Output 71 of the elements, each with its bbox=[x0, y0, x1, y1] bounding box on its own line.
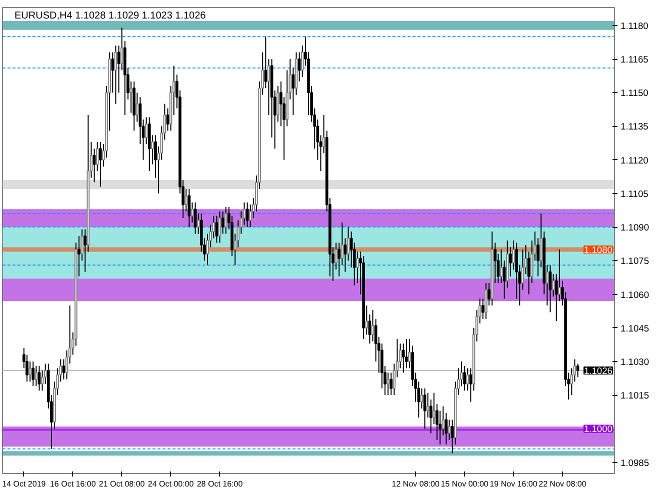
candlestick bbox=[552, 274, 555, 298]
candlestick bbox=[420, 388, 424, 410]
candlestick bbox=[500, 248, 503, 284]
candlestick bbox=[450, 419, 454, 454]
candlestick bbox=[402, 343, 405, 374]
candlestick bbox=[494, 242, 497, 284]
candlestick bbox=[371, 309, 374, 342]
y-tick-label: 1.1180 bbox=[620, 20, 648, 31]
candlestick bbox=[386, 372, 390, 396]
candlestick bbox=[246, 202, 249, 228]
candlestick bbox=[32, 360, 35, 387]
candlestick bbox=[558, 248, 561, 302]
candlestick bbox=[28, 360, 32, 382]
candlestick bbox=[469, 368, 472, 402]
x-tick-label: 22 Nov 08:00 bbox=[538, 480, 587, 488]
candlestick bbox=[390, 372, 393, 396]
x-tick-label: 24 Oct 00:00 bbox=[148, 480, 194, 488]
y-tick-label: 1.1135 bbox=[620, 122, 648, 132]
x-tick-label: 21 Oct 08:00 bbox=[98, 480, 146, 488]
ref-line-label: 1.1026 bbox=[584, 366, 612, 376]
candlestick bbox=[188, 188, 191, 228]
candlestick bbox=[292, 67, 295, 116]
y-tick-label: 1.1105 bbox=[620, 188, 648, 199]
candlestick bbox=[34, 365, 38, 387]
y-tick-label: 1.1120 bbox=[620, 155, 648, 166]
candlestick bbox=[264, 36, 268, 89]
candlestick bbox=[298, 52, 301, 82]
candlestick bbox=[432, 392, 436, 425]
x-tick-label: 14 Oct 2019 bbox=[2, 480, 46, 488]
candlestick bbox=[344, 238, 347, 272]
x-tick-label: 12 Nov 08:00 bbox=[392, 480, 440, 488]
candlestick bbox=[99, 141, 102, 188]
candlestick bbox=[484, 282, 488, 320]
candlestick bbox=[111, 52, 114, 94]
y-tick-label: 1.1150 bbox=[620, 88, 648, 98]
candlestick bbox=[224, 206, 228, 234]
candlestick bbox=[221, 210, 224, 234]
candlestick bbox=[194, 202, 197, 234]
candlestick bbox=[38, 365, 41, 392]
candlestick bbox=[92, 148, 96, 183]
chart-title: EURUSD,H4 1.1028 1.1029 1.1023 1.1026 bbox=[14, 10, 206, 22]
y-tick-label: 1.0985 bbox=[620, 458, 650, 468]
band-label: 1.1080 bbox=[584, 244, 612, 255]
x-tick-label: 28 Oct 16:00 bbox=[196, 480, 244, 488]
y-tick-label: 1.1075 bbox=[620, 256, 650, 266]
candlestick bbox=[482, 298, 484, 320]
y-tick-label: 1.1090 bbox=[620, 222, 650, 233]
candlestick bbox=[117, 45, 120, 94]
y-tick-label: 1.1165 bbox=[620, 54, 648, 65]
y-tick-label: 1.1030 bbox=[620, 356, 650, 367]
candlestick bbox=[405, 338, 408, 369]
y-tick-label: 1.1045 bbox=[620, 323, 650, 334]
candlestick bbox=[78, 236, 80, 277]
y-tick-label: 1.1060 bbox=[620, 290, 650, 300]
candlestick bbox=[509, 246, 512, 277]
candlestick bbox=[463, 365, 466, 392]
candlestick bbox=[466, 368, 470, 392]
candlestick bbox=[576, 363, 580, 378]
x-tick-label: 16 Oct 16:00 bbox=[50, 480, 96, 488]
candlestick bbox=[426, 392, 430, 418]
candlestick bbox=[423, 388, 426, 430]
x-tick-label: 19 Nov 16:00 bbox=[490, 480, 538, 488]
candlestick bbox=[218, 210, 222, 244]
candlestick bbox=[338, 242, 341, 277]
candlestick bbox=[215, 215, 218, 244]
band-label: 1.1000 bbox=[584, 424, 612, 434]
candlestick bbox=[84, 228, 87, 272]
y-tick-label: 1.1015 bbox=[620, 390, 650, 401]
x-tick-label: 15 Nov 00:00 bbox=[440, 480, 489, 488]
candlestick bbox=[166, 108, 170, 132]
candlestick bbox=[488, 282, 490, 306]
